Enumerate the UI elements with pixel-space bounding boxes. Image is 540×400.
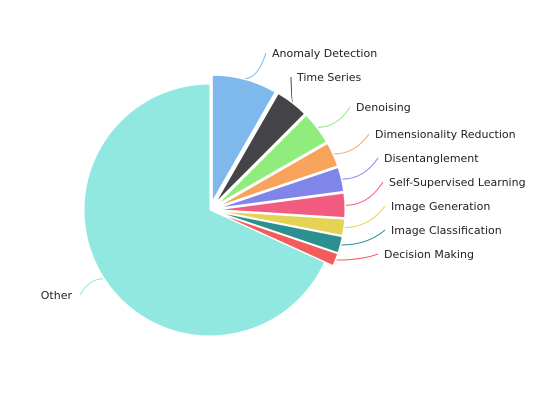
slice-label-denoising: Denoising — [356, 101, 411, 114]
leader-line-disentanglement — [342, 157, 379, 180]
slice-label-image-classification: Image Classification — [391, 224, 502, 237]
pie-slice-denoising — [216, 114, 328, 205]
pie-slice-image-generation — [218, 210, 346, 237]
leader-line-decision-making — [336, 253, 379, 261]
leader-line-denoising — [317, 106, 351, 128]
leader-line-image-classification — [341, 229, 386, 246]
leaders-layer — [79, 52, 386, 296]
slices-layer — [83, 74, 346, 337]
leader-line-other — [79, 278, 104, 296]
slice-label-time-series: Time Series — [296, 71, 362, 84]
labels-layer: Anomaly Detection Time Series Denoising Dim… — [41, 47, 526, 302]
leader-line-time-series — [290, 76, 294, 103]
leader-line-self-supervised-learning — [345, 181, 384, 206]
slice-label-other: Other — [41, 289, 73, 302]
pie-slice-anomaly-detection — [211, 74, 276, 204]
leader-line-anomaly-detection — [245, 52, 267, 80]
pie-slice-time-series — [215, 92, 306, 204]
slice-label-dimensionality-reduction: Dimensionality Reduction — [375, 128, 516, 141]
leader-line-dimensionality-reduction — [333, 133, 370, 155]
pie-slice-image-classification — [218, 211, 343, 254]
slice-label-decision-making: Decision Making — [384, 248, 474, 261]
slice-label-disentanglement: Disentanglement — [384, 152, 479, 165]
pie-slice-self-supervised-learning — [218, 192, 346, 219]
pie-slice-other — [83, 83, 326, 337]
slice-label-self-supervised-learning: Self-Supervised Learning — [389, 176, 526, 189]
slice-label-anomaly-detection: Anomaly Detection — [272, 47, 377, 60]
leader-line-image-generation — [344, 205, 386, 228]
pie-slice-disentanglement — [218, 166, 345, 209]
slice-label-image-generation: Image Generation — [391, 200, 490, 213]
pie-slice-dimensionality-reduction — [217, 142, 339, 207]
pie-slice-decision-making — [218, 212, 339, 267]
